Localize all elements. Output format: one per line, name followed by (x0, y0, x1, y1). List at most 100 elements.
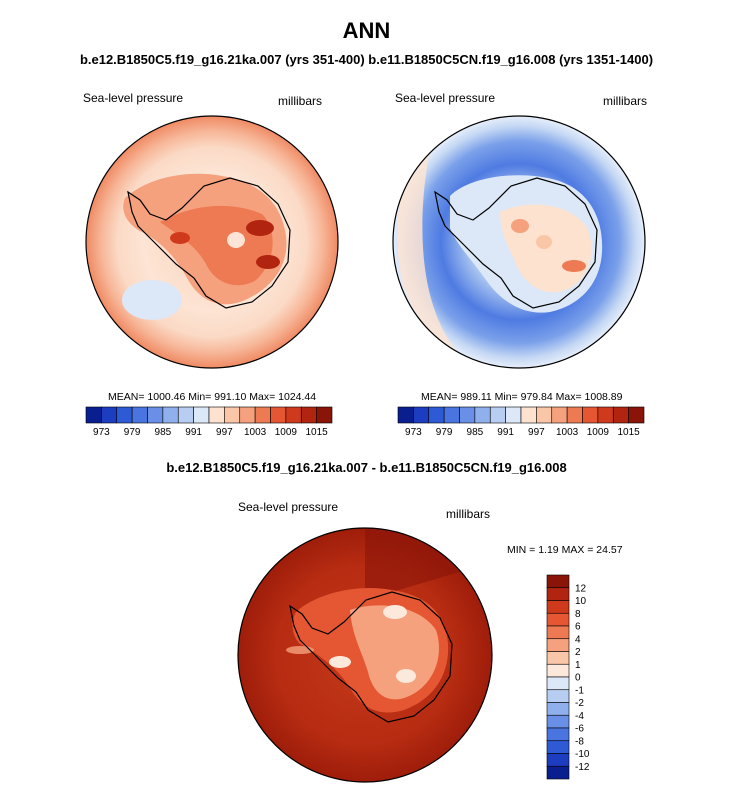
left-colorbar-box (239, 406, 256, 424)
left-colorbar-tick-label: 1015 (306, 427, 329, 438)
left-colorbar-box (316, 406, 333, 424)
right-colorbar-box (474, 406, 491, 424)
diff-colorbar-box (546, 676, 570, 691)
left-colorbar-tick-label: 1003 (244, 427, 267, 438)
diff-shelf-anomaly (286, 646, 314, 654)
left-colorbar-tick-label: 979 (124, 427, 141, 438)
left-colorbar-tick-label: 1009 (275, 427, 298, 438)
diff-colorbar-box (546, 714, 570, 729)
left-colorbar-box (162, 406, 179, 424)
right-colorbar-tick-label: 991 (497, 427, 514, 438)
left-max-core-2 (256, 255, 280, 269)
right-colorbar-tick-label: 985 (467, 427, 484, 438)
diff-colorbar-tick-label: -12 (575, 762, 590, 773)
right-colorbar-box (520, 406, 537, 424)
right-colorbar-box (489, 406, 506, 424)
diff-min-core-3 (329, 656, 351, 668)
diff-colorbar-box (546, 689, 570, 703)
right-map (392, 115, 646, 369)
diff-colorbar-box (546, 765, 570, 780)
right-colorbar-box (582, 406, 599, 424)
diff-colorbar-box (546, 612, 570, 627)
right-coastline (434, 177, 598, 309)
left-coastline (127, 177, 291, 309)
diff-colorbar-tick-label: -1 (575, 685, 584, 696)
diff-colorbar-tick-label: -2 (575, 698, 584, 709)
left-high-region (160, 205, 273, 286)
diff-colorbar-box (546, 638, 570, 652)
diff-colorbar-tick-label: 1 (575, 660, 581, 671)
right-colorbar-box (428, 406, 445, 424)
diff-colorbar-tick-label: 6 (575, 622, 581, 633)
left-colorbar-box (208, 406, 225, 424)
left-units-label: millibars (278, 94, 323, 108)
left-colorbar-tick-label: 991 (185, 427, 202, 438)
diff-colorbar-box (546, 702, 570, 716)
right-colorbar-box (551, 406, 568, 424)
right-colorbar-tick-label: 997 (528, 427, 545, 438)
right-map-border (392, 115, 646, 369)
right-variable-label: Sea-level pressure (395, 91, 496, 105)
right-units-label: millibars (603, 94, 648, 108)
diff-colorbar-tick-label: -6 (575, 724, 584, 735)
diff-colorbar-box (546, 740, 570, 754)
left-map-border (85, 115, 339, 369)
right-colorbar: 973 979 985 991 997 1003 1009 1015 (397, 406, 645, 438)
right-colorbar-box (566, 406, 583, 424)
diff-colorbar-tick-label: 2 (575, 647, 581, 658)
diff-colorbar-box (546, 587, 570, 601)
right-colorbar-box (628, 406, 645, 424)
diff-colorbar-box (546, 727, 570, 742)
diff-variable-label: Sea-level pressure (238, 500, 339, 514)
left-colorbar-box (285, 406, 302, 424)
diff-colorbar-box (546, 574, 570, 589)
left-colorbar-box (193, 406, 210, 424)
diff-low-anomaly-region (350, 605, 440, 700)
right-pale-sector (397, 150, 456, 350)
diff-colorbar-tick-label: 0 (575, 673, 581, 684)
diff-stats-text: MIN = 1.19 MAX = 24.57 (507, 544, 623, 556)
left-map (85, 115, 339, 369)
diff-colorbar-tick-label: 8 (575, 609, 581, 620)
right-colorbar-box (612, 406, 629, 424)
diff-units-label: millibars (446, 507, 491, 521)
left-colorbar-tick-label: 997 (216, 427, 233, 438)
diff-colorbar-tick-label: -10 (575, 749, 590, 760)
left-variable-label: Sea-level pressure (83, 91, 184, 105)
right-colorbar-tick-label: 979 (436, 427, 453, 438)
right-colorbar-tick-label: 1009 (587, 427, 610, 438)
left-colorbar-box (224, 406, 241, 424)
diff-colorbar-box (546, 625, 570, 640)
left-inner-light (227, 232, 245, 248)
left-colorbar-box (254, 406, 271, 424)
left-stats-text: MEAN= 1000.46 Min= 991.10 Max= 1024.44 (108, 391, 317, 403)
left-colorbar-box (177, 406, 194, 424)
left-colorbar-box (85, 406, 102, 424)
page-title: ANN (342, 18, 391, 43)
diff-map-border (237, 527, 493, 783)
left-max-core-3 (170, 232, 190, 244)
right-stats-text: MEAN= 989.11 Min= 979.84 Max= 1008.89 (421, 391, 623, 403)
right-max-core-2 (562, 260, 586, 272)
left-colorbar-box (101, 406, 118, 424)
diff-coastline (289, 591, 453, 723)
left-max-core-1 (246, 220, 274, 236)
right-colorbar-box (505, 406, 522, 424)
right-colorbar-tick-label: 973 (405, 427, 422, 438)
left-colorbar-tick-label: 985 (155, 427, 172, 438)
diff-min-core-1 (383, 605, 407, 619)
left-colorbar-box (116, 406, 133, 424)
right-colorbar-box (597, 406, 614, 424)
diff-colorbar-tick-label: -4 (575, 711, 584, 722)
diff-colorbar-tick-label: 12 (575, 583, 587, 594)
left-colorbar-tick-label: 973 (93, 427, 110, 438)
difference-title: b.e12.B1850C5.f19_g16.21ka.007 - b.e11.B… (166, 460, 567, 475)
diff-colorbar-tick-label: 4 (575, 634, 581, 645)
diff-dark-sector (365, 528, 492, 600)
diff-colorbar-box (546, 753, 570, 767)
left-colorbar: 973 979 985 991 997 1003 1009 1015 (85, 406, 333, 438)
diff-colorbar-box (546, 651, 570, 665)
diff-min-core-2 (396, 669, 416, 683)
